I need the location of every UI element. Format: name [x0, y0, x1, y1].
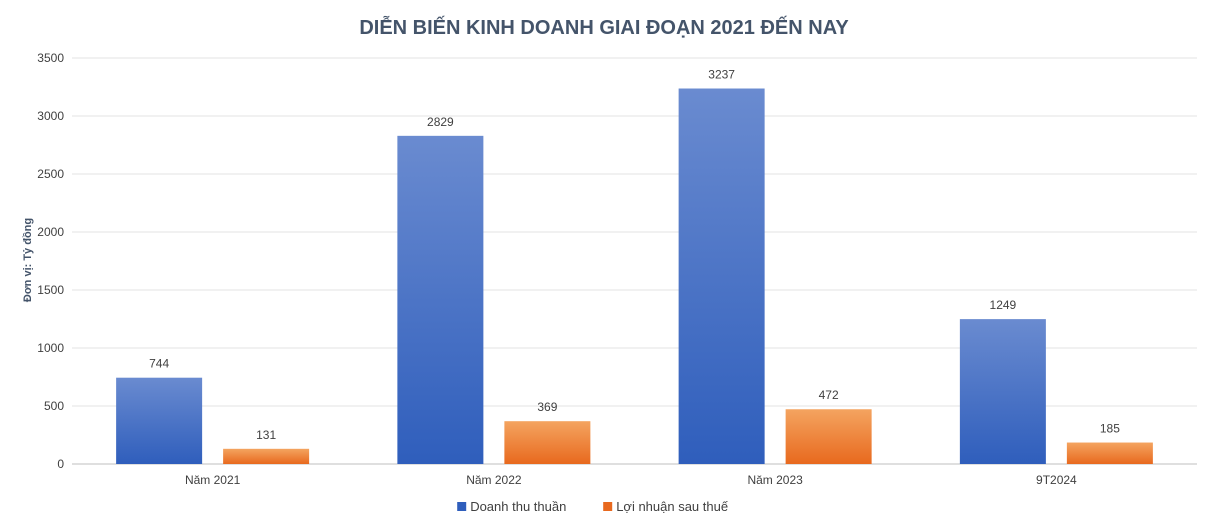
bar-revenue: [116, 377, 203, 464]
data-label: 2829: [427, 115, 454, 129]
y-axis-title: Đơn vị: Tỷ đồng: [22, 218, 34, 302]
x-category-label: Năm 2022: [466, 473, 522, 487]
data-label: 1249: [990, 298, 1017, 312]
bar-revenue: [397, 135, 484, 464]
y-tick-label: 500: [44, 399, 64, 413]
data-label: 131: [256, 428, 276, 442]
bar-revenue: [959, 319, 1046, 464]
bars: [116, 88, 1153, 465]
gridlines: [72, 57, 1197, 465]
data-label: 3237: [708, 68, 735, 82]
y-axis-ticks: 0 500 1000 1500 2000 2500 3000 3500: [37, 51, 64, 471]
legend: Doanh thu thuần Lợi nhuận sau thuế: [457, 499, 729, 514]
bar-profit: [1066, 442, 1153, 464]
chart-title: DIỄN BIẾN KINH DOANH GIAI ĐOẠN 2021 ĐẾN …: [359, 16, 849, 39]
y-tick-label: 0: [57, 457, 64, 471]
y-tick-label: 3500: [37, 51, 64, 65]
y-tick-label: 3000: [37, 109, 64, 123]
x-axis-categories: Năm 2021 Năm 2022 Năm 2023 9T2024: [185, 473, 1077, 487]
data-label: 744: [149, 357, 169, 371]
y-tick-label: 2500: [37, 167, 64, 181]
data-label: 369: [537, 400, 557, 414]
y-tick-label: 1000: [37, 341, 64, 355]
legend-swatch: [457, 502, 467, 511]
x-category-label: Năm 2023: [747, 473, 803, 487]
legend-label: Lợi nhuận sau thuế: [616, 499, 729, 514]
legend-label: Doanh thu thuần: [470, 499, 566, 514]
legend-swatch: [603, 502, 613, 511]
y-tick-label: 1500: [37, 283, 64, 297]
bar-profit: [504, 421, 591, 464]
bar-revenue: [678, 88, 765, 465]
bar-profit: [785, 409, 872, 464]
data-label: 185: [1100, 422, 1120, 436]
x-category-label: Năm 2021: [185, 473, 241, 487]
x-category-label: 9T2024: [1036, 473, 1077, 487]
data-label: 472: [819, 388, 839, 402]
bar-profit: [223, 448, 310, 464]
y-tick-label: 2000: [37, 225, 64, 239]
data-labels: 744 131 2829 369 3237 472 1249 185: [149, 68, 1120, 442]
